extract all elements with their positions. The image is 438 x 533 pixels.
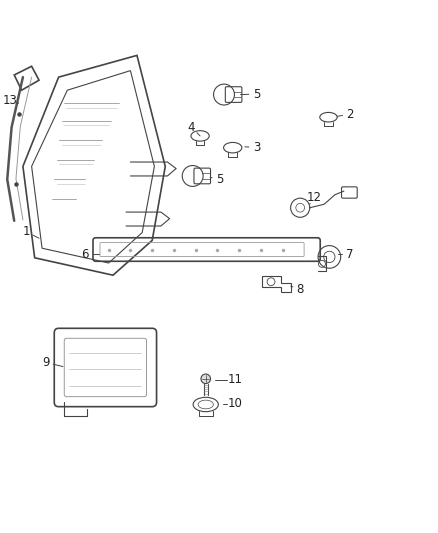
Text: 5: 5: [253, 87, 260, 101]
Text: 5: 5: [216, 173, 223, 186]
Text: 3: 3: [253, 141, 260, 154]
Text: 11: 11: [227, 373, 242, 386]
Text: 2: 2: [346, 108, 354, 120]
Text: 7: 7: [346, 248, 354, 261]
Text: 8: 8: [297, 283, 304, 296]
Text: 10: 10: [227, 397, 242, 410]
Text: 6: 6: [81, 248, 88, 261]
Text: 4: 4: [187, 120, 195, 134]
Text: 12: 12: [307, 191, 322, 204]
Circle shape: [201, 374, 211, 384]
Text: 9: 9: [42, 356, 49, 369]
Text: 13: 13: [3, 94, 17, 107]
Text: 1: 1: [22, 225, 30, 238]
